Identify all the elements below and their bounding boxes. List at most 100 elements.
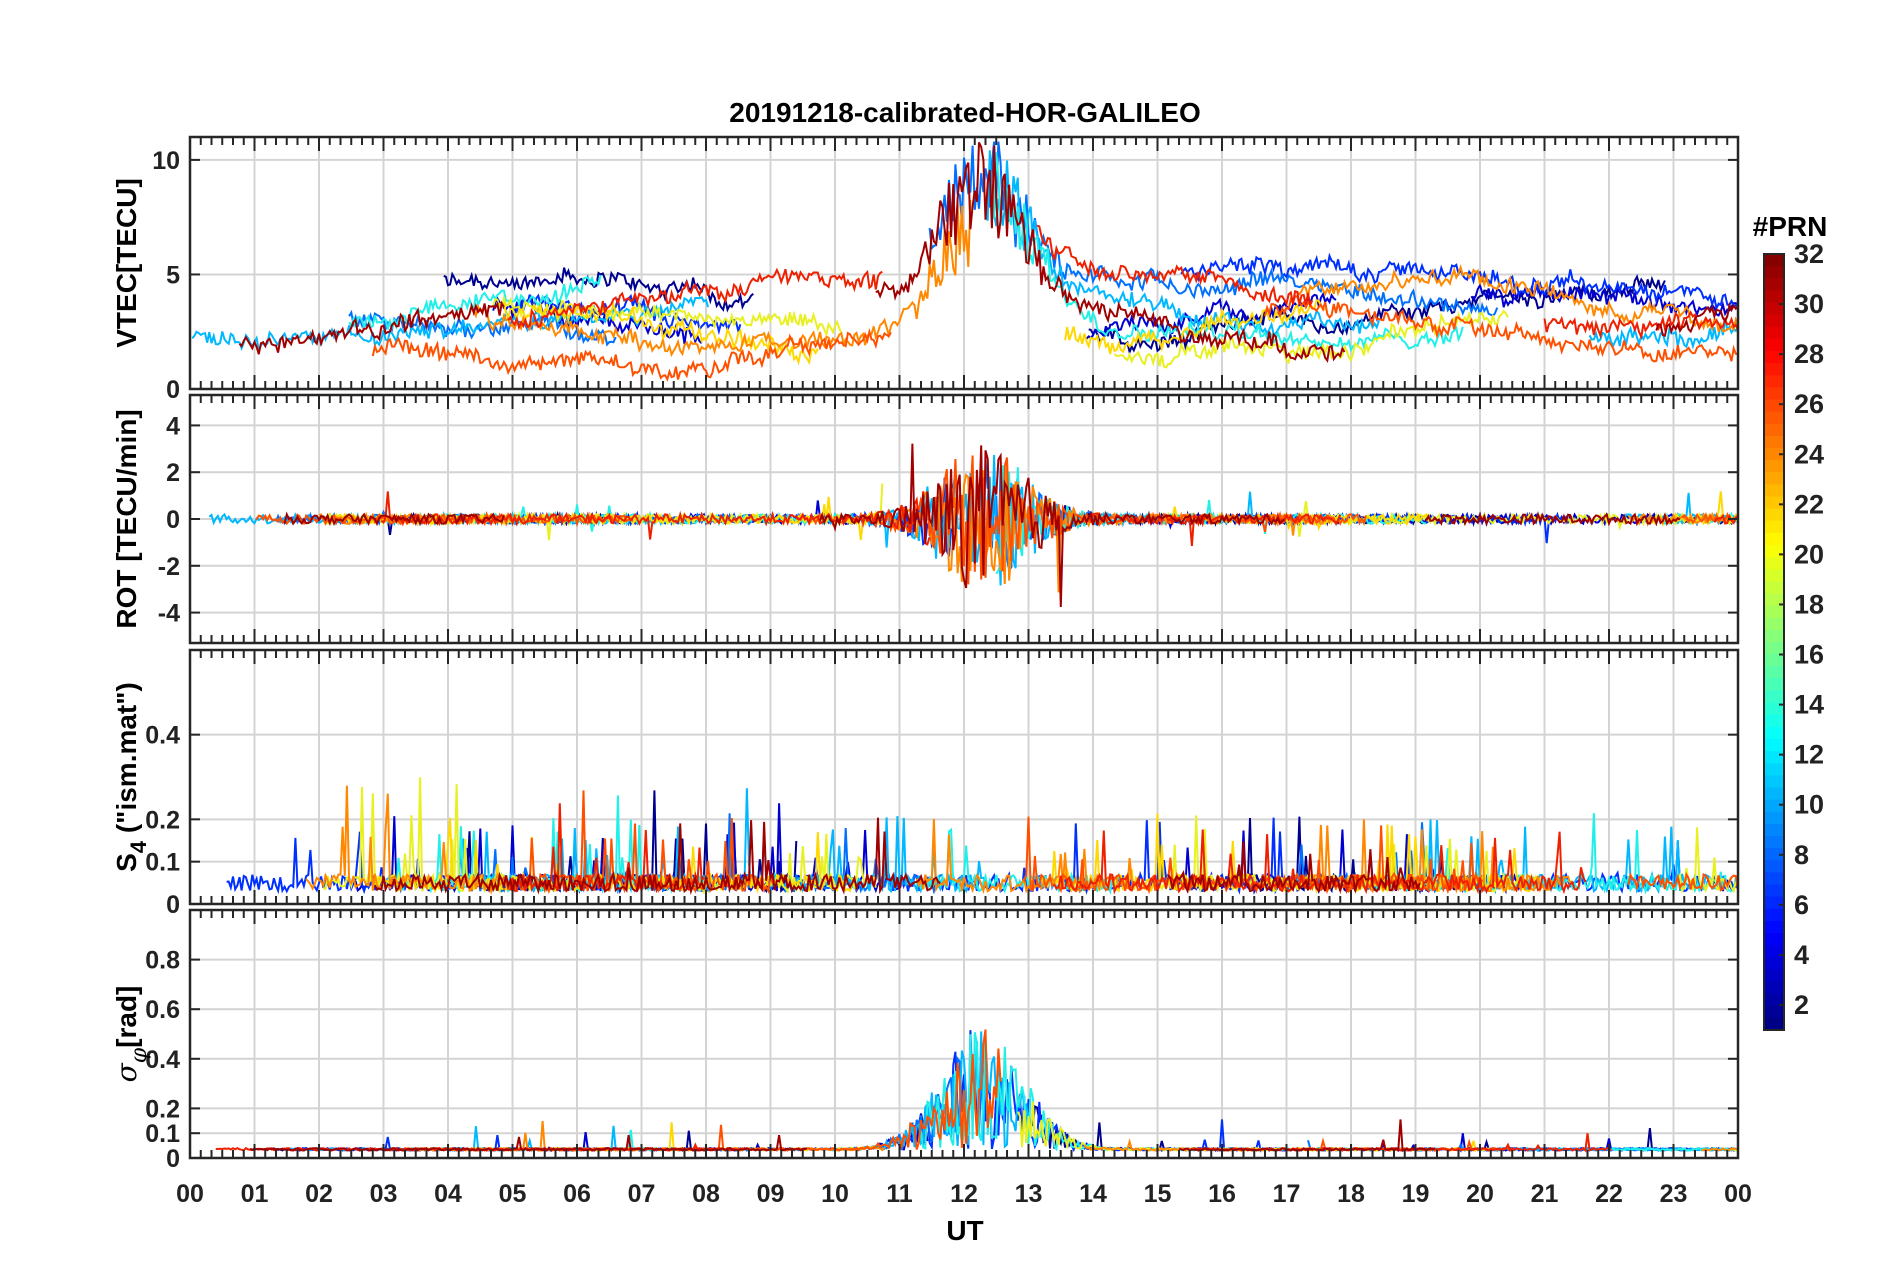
series-line-prn-31 [1425, 511, 1681, 527]
colorbar-swatch [1764, 290, 1784, 304]
series-line-prn-19 [492, 294, 843, 338]
colorbar-swatch [1764, 678, 1784, 692]
colorbar-swatch [1764, 981, 1784, 995]
series-line-prn-24 [1701, 1147, 1738, 1152]
x-tick-label: 07 [628, 1180, 656, 1208]
series-line-prn-5 [511, 293, 742, 336]
y-axis-label-rot: ROT [TECU/min] [111, 409, 142, 628]
colorbar-tick-label: 22 [1794, 489, 1824, 519]
x-tick-label: 02 [305, 1180, 333, 1208]
colorbar-frame [1763, 253, 1785, 1031]
x-tick-label: 12 [950, 1180, 978, 1208]
series-line-prn-19 [322, 777, 518, 895]
series-line-prn-26 [1627, 871, 1738, 892]
colorbar-swatch [1764, 896, 1784, 910]
series-line-prn-11 [1588, 318, 1738, 350]
colorbar-swatch [1764, 933, 1784, 946]
colorbar-swatch [1764, 375, 1784, 388]
colorbar-swatch [1764, 557, 1784, 570]
colorbar-swatch [1764, 351, 1784, 364]
series-line-prn-3 [1085, 291, 1337, 340]
colorbar-swatch [1764, 520, 1784, 534]
panel-rot: -4 -2 0 2 4 ROT [TECU/min] [111, 393, 1740, 645]
y-tick-label: 0 [166, 376, 180, 404]
colorbar-swatch [1764, 254, 1784, 267]
ticks-sigma_phi [189, 910, 1739, 1158]
colorbar-swatch [1764, 448, 1784, 461]
series-line-prn-27 [1087, 511, 1342, 546]
colorbar-swatch [1764, 435, 1784, 449]
x-axis-label: UT [946, 1215, 983, 1246]
y-tick-label: 0.1 [145, 849, 180, 877]
colorbar-tick-label: 12 [1794, 740, 1824, 770]
ticks-vtec [189, 137, 1739, 389]
series-line-prn-31 [249, 1135, 808, 1152]
series-line-prn-21 [1064, 299, 1326, 355]
series-line-prn-19 [322, 483, 884, 541]
colorbar-tick-label: 16 [1794, 640, 1824, 670]
series-line-prn-13 [990, 152, 1464, 353]
series-line-prn-26 [371, 327, 892, 382]
colorbar-swatch [1764, 605, 1784, 619]
x-tick-label: 00 [1724, 1180, 1752, 1208]
x-tick-label: 14 [1079, 1180, 1107, 1208]
colorbar-tick-label: 18 [1794, 589, 1824, 619]
y-tick-label: 0.4 [145, 722, 180, 750]
x-tick-label: 03 [370, 1180, 398, 1208]
series-line-prn-1 [1470, 1127, 1738, 1152]
series-line-prn-21 [498, 301, 819, 366]
colorbar-swatch [1764, 811, 1784, 825]
series-s4 [226, 777, 1738, 896]
x-tick-label: 01 [241, 1180, 269, 1208]
x-tick-label: 08 [692, 1180, 720, 1208]
series-line-prn-24 [1296, 263, 1738, 333]
series-line-prn-31 [283, 511, 505, 527]
y-tick-label: 4 [166, 412, 180, 440]
colorbar-tick-label: 24 [1794, 439, 1824, 469]
colorbar-tick-label: 28 [1794, 339, 1824, 369]
y-tick-label: 0.8 [145, 947, 180, 975]
colorbar-swatch [1764, 593, 1784, 607]
x-tick-label: 06 [563, 1180, 591, 1208]
x-tick-label: 15 [1144, 1180, 1172, 1208]
colorbar-swatch [1764, 666, 1784, 679]
colorbar-swatch [1764, 423, 1784, 437]
colorbar-swatch [1764, 399, 1784, 413]
colorbar-tick-label: 26 [1794, 389, 1824, 419]
colorbar-tick-label: 6 [1794, 890, 1809, 920]
colorbar-swatch [1764, 860, 1784, 873]
x-tick-label: 18 [1337, 1180, 1365, 1208]
series-line-prn-31 [238, 300, 505, 355]
colorbar-swatch [1764, 338, 1784, 352]
y-tick-label: 0.6 [145, 996, 180, 1024]
x-tick-label: 00 [176, 1180, 204, 1208]
colorbar-swatch [1764, 411, 1784, 425]
series-line-prn-3 [486, 1113, 929, 1152]
colorbar-label: #PRN [1753, 211, 1828, 242]
colorbar-tick-label: 8 [1794, 840, 1809, 870]
colorbar-swatch [1764, 848, 1784, 861]
series-line-prn-31 [819, 443, 1285, 608]
x-tick-label: 22 [1595, 1180, 1623, 1208]
colorbar-tick-label: 10 [1794, 790, 1824, 820]
colorbar-swatch [1764, 714, 1784, 728]
y-tick-label: 0 [166, 506, 180, 534]
x-tick-labels: 00 01 02 03 04 05 06 07 08 09 10 11 12 13 14 15 16 17 18 19… [176, 1180, 1752, 1208]
colorbar-swatch [1764, 775, 1784, 789]
colorbar-swatch [1764, 739, 1784, 752]
colorbar-swatch [1764, 496, 1784, 510]
colorbar-swatch [1764, 508, 1784, 522]
colorbar-swatch [1764, 387, 1784, 401]
colorbar-swatch [1764, 642, 1784, 655]
series-line-prn-31 [875, 141, 1346, 363]
colorbar-tick-label: 14 [1794, 690, 1824, 720]
colorbar-swatch [1764, 823, 1784, 837]
colorbar-swatch [1764, 690, 1784, 704]
series-line-prn-5 [1180, 252, 1738, 312]
colorbar-swatch [1764, 581, 1784, 595]
colorbar-tick-label: 4 [1794, 940, 1809, 970]
colorbar-swatch [1764, 993, 1784, 1007]
